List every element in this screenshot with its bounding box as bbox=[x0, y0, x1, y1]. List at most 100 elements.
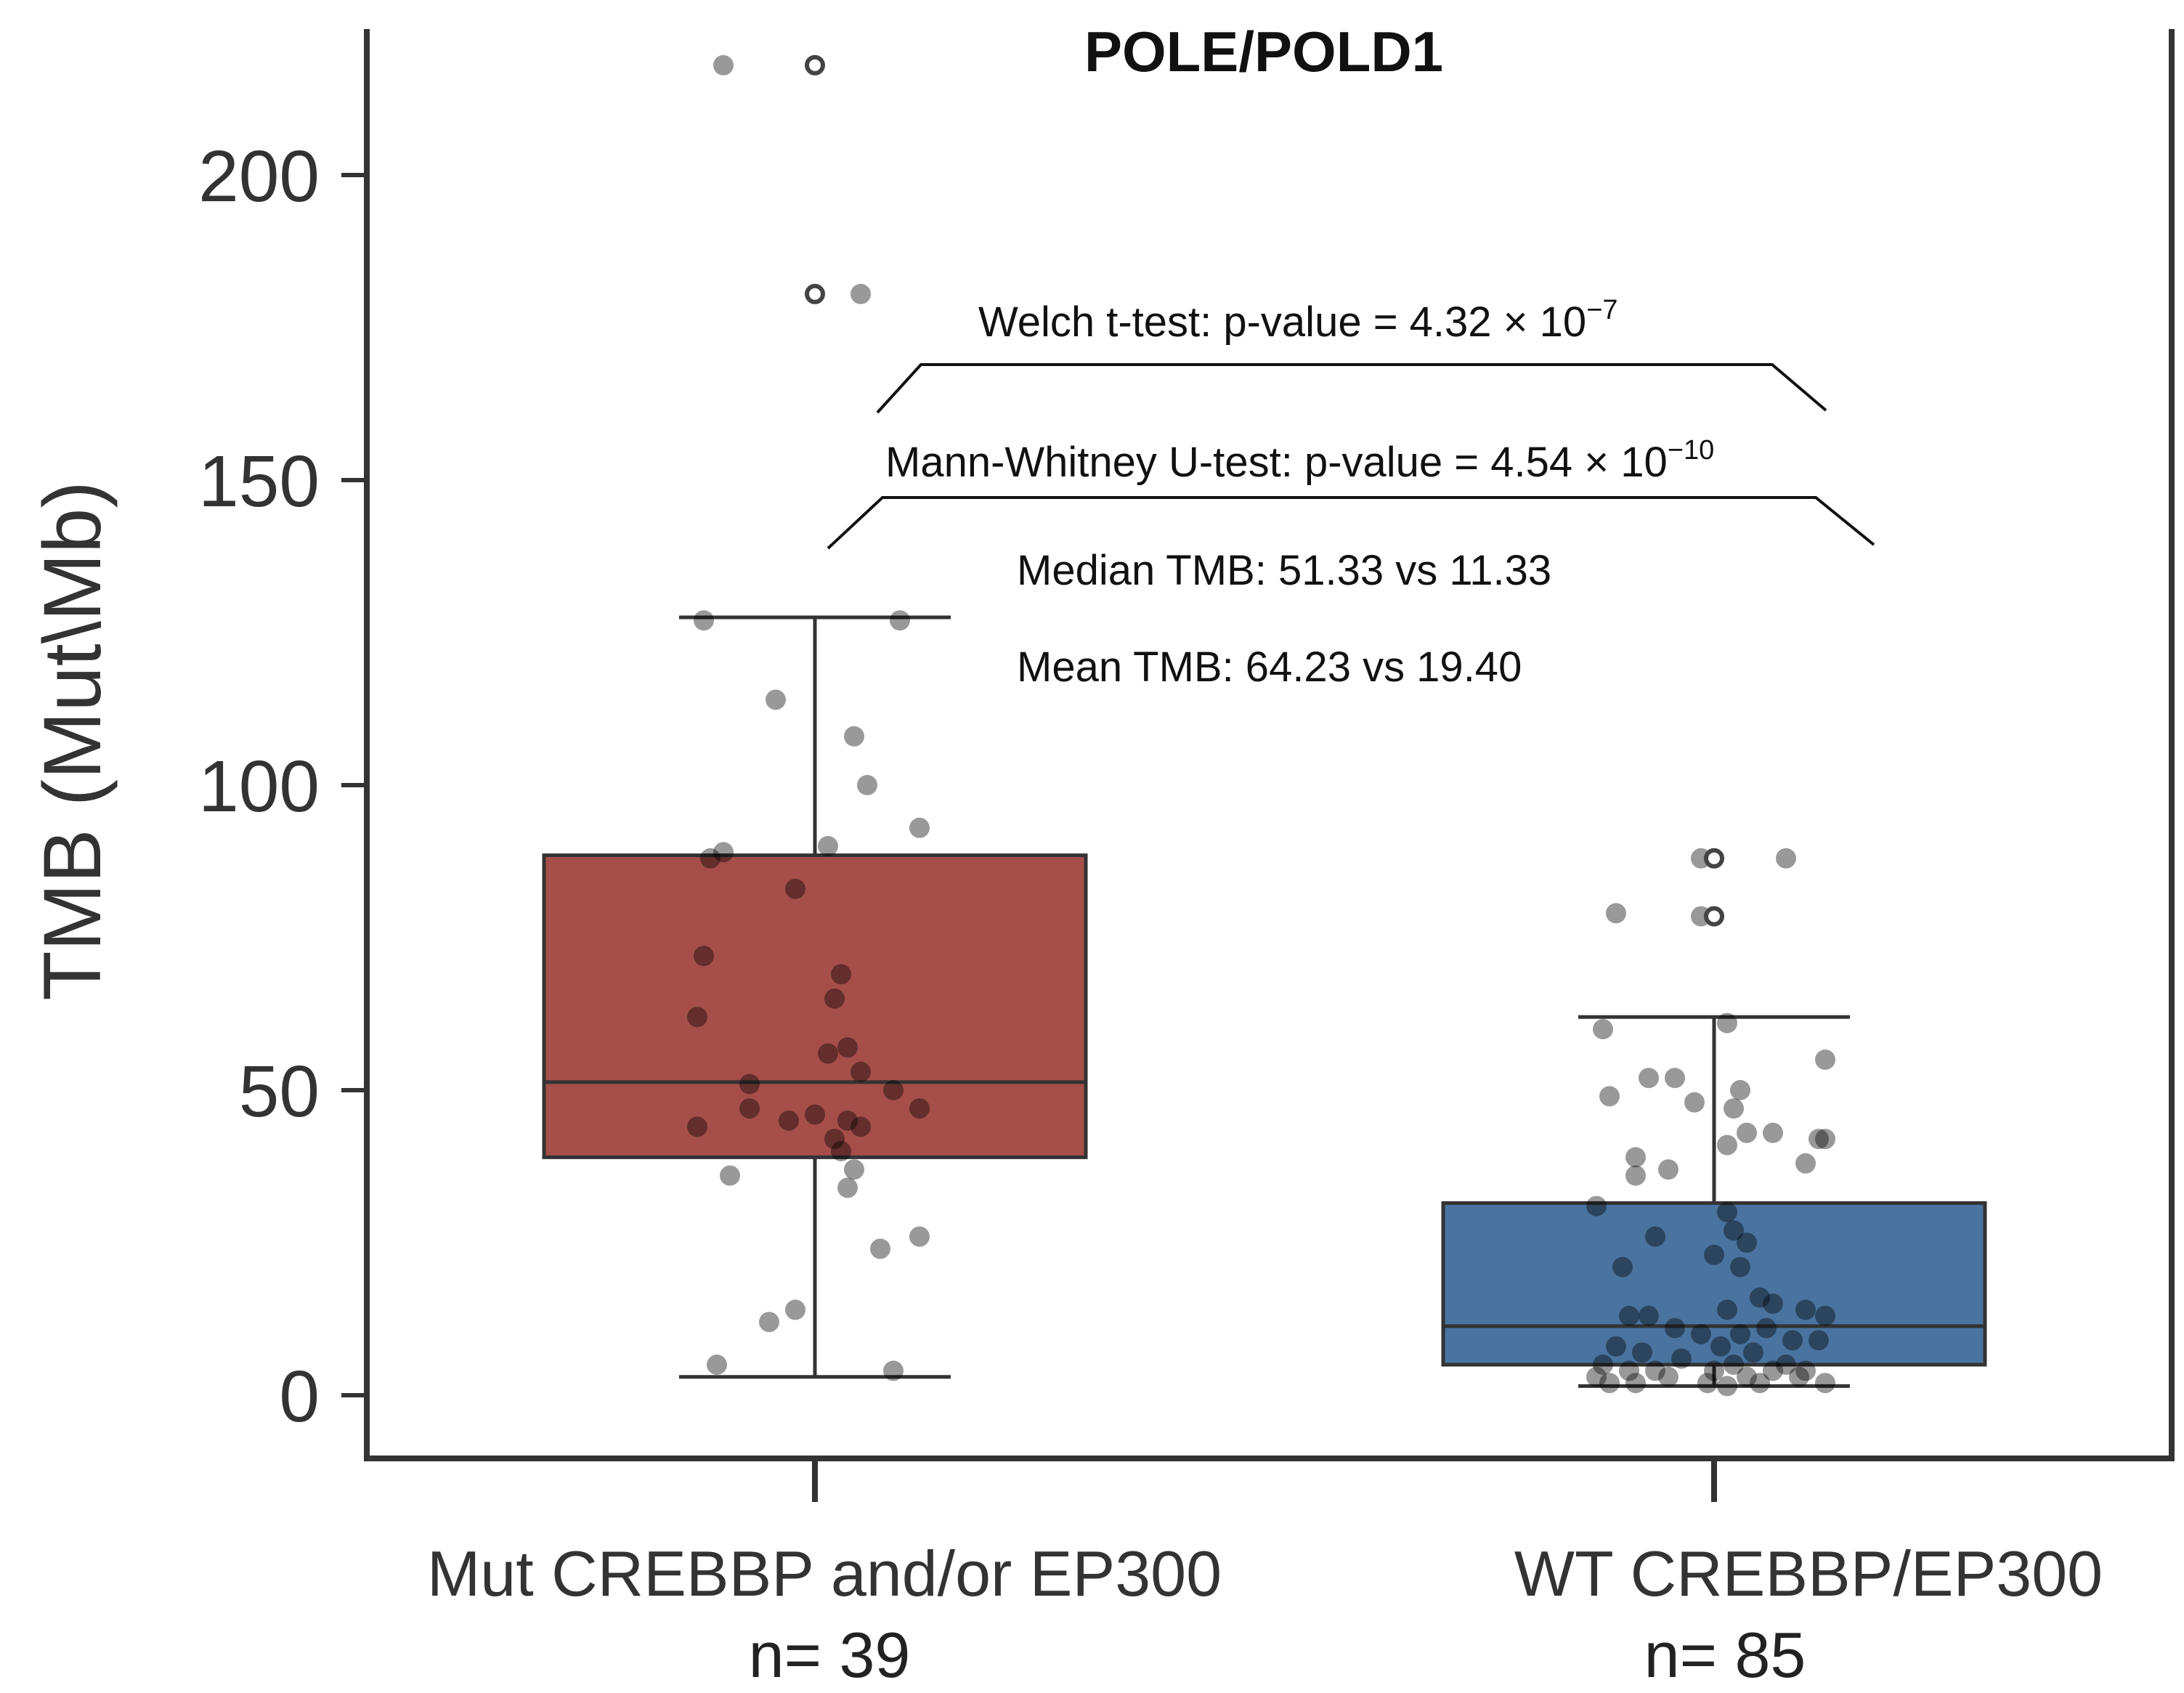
iqr-box bbox=[542, 853, 1088, 1159]
data-point bbox=[909, 817, 930, 838]
chart-title: POLE/POLD1 bbox=[1084, 20, 1443, 84]
count-label-mut: n= 39 bbox=[749, 1619, 911, 1691]
data-point bbox=[1730, 1080, 1750, 1100]
y-tick-label: 50 bbox=[239, 1051, 320, 1132]
data-point bbox=[818, 1043, 838, 1064]
data-point bbox=[1795, 1153, 1816, 1174]
data-point bbox=[1665, 1068, 1685, 1089]
y-tick-label: 200 bbox=[198, 136, 320, 217]
data-point bbox=[870, 1238, 890, 1259]
data-point bbox=[1704, 1244, 1724, 1265]
data-point bbox=[1750, 1373, 1770, 1394]
data-point bbox=[1724, 1355, 1744, 1375]
ticks-layer: 0 50 100 150 200 bbox=[198, 136, 1717, 1502]
data-point bbox=[851, 1061, 871, 1082]
data-point bbox=[1763, 1122, 1783, 1143]
data-point bbox=[909, 1098, 930, 1119]
data-point bbox=[1625, 1147, 1646, 1168]
data-point bbox=[844, 1159, 864, 1180]
data-point bbox=[759, 1312, 779, 1333]
data-point bbox=[831, 964, 851, 985]
data-point bbox=[1658, 1366, 1678, 1387]
data-point bbox=[785, 1299, 805, 1320]
boxes-layer bbox=[542, 615, 1987, 1388]
data-point bbox=[1612, 1256, 1633, 1278]
data-point bbox=[1776, 848, 1796, 869]
data-point bbox=[1717, 1202, 1737, 1222]
data-point bbox=[1639, 1305, 1659, 1326]
data-point bbox=[1763, 1294, 1783, 1314]
data-point bbox=[1724, 1220, 1744, 1241]
data-point bbox=[837, 1037, 858, 1058]
data-point bbox=[851, 1116, 871, 1137]
data-point bbox=[1606, 1336, 1626, 1357]
data-point bbox=[883, 1360, 904, 1381]
data-point bbox=[1763, 1360, 1783, 1381]
data-point bbox=[1632, 1342, 1652, 1363]
x-tick-label-wt: WT CREBBP/EP300 bbox=[1514, 1538, 2103, 1609]
iqr-box bbox=[1441, 1201, 1987, 1367]
data-point bbox=[1586, 1195, 1607, 1217]
data-point bbox=[687, 1116, 707, 1137]
outlier-marker bbox=[805, 283, 825, 304]
y-axis-label: TMB (Mut\Mb) bbox=[27, 481, 118, 1001]
outlier-marker bbox=[805, 54, 825, 76]
data-point bbox=[1684, 1092, 1705, 1113]
data-point bbox=[1750, 1287, 1770, 1308]
data-point bbox=[1782, 1330, 1803, 1351]
mann-whitney-bracket bbox=[827, 496, 1875, 550]
data-point bbox=[1815, 1050, 1835, 1070]
data-point bbox=[720, 1165, 740, 1186]
data-point bbox=[1737, 1366, 1757, 1387]
data-point bbox=[1756, 1318, 1777, 1339]
data-point bbox=[1717, 1134, 1737, 1156]
data-point bbox=[713, 54, 734, 76]
data-point bbox=[1619, 1305, 1639, 1326]
data-point bbox=[1645, 1226, 1665, 1247]
data-point bbox=[1593, 1355, 1613, 1375]
data-point bbox=[1717, 1012, 1737, 1034]
y-tick-label: 0 bbox=[279, 1356, 320, 1437]
welch-bracket bbox=[876, 363, 1827, 414]
outlier-marker bbox=[1704, 906, 1724, 927]
data-point bbox=[805, 1104, 825, 1125]
data-point bbox=[837, 1111, 858, 1131]
data-point bbox=[837, 1177, 858, 1198]
data-point bbox=[1599, 1086, 1620, 1107]
data-point bbox=[831, 1141, 851, 1161]
data-point bbox=[707, 1355, 727, 1375]
data-point bbox=[1625, 1165, 1646, 1186]
data-point bbox=[1737, 1233, 1757, 1253]
data-point bbox=[1697, 1373, 1718, 1394]
data-point bbox=[694, 610, 714, 631]
data-point bbox=[766, 689, 786, 710]
y-tick-label: 150 bbox=[198, 441, 320, 522]
count-label-wt: n= 85 bbox=[1644, 1619, 1806, 1691]
data-point bbox=[1776, 1355, 1796, 1375]
data-point bbox=[909, 1226, 930, 1247]
data-point bbox=[1743, 1342, 1763, 1363]
mean-tmb-label: Mean TMB: 64.23 vs 19.40 bbox=[1017, 643, 1522, 691]
data-point bbox=[1795, 1360, 1816, 1381]
data-point bbox=[1586, 1366, 1607, 1387]
data-point bbox=[1789, 1366, 1809, 1387]
data-point bbox=[1639, 1068, 1659, 1089]
data-point bbox=[1809, 1330, 1829, 1351]
outlier-marker bbox=[1704, 848, 1724, 869]
x-tick-label-mut: Mut CREBBP and/or EP300 bbox=[427, 1538, 1222, 1609]
data-point bbox=[890, 610, 910, 631]
data-point bbox=[824, 1129, 845, 1150]
data-point bbox=[1710, 1336, 1731, 1357]
data-point bbox=[851, 283, 871, 304]
data-point bbox=[1730, 1324, 1750, 1344]
data-point bbox=[1606, 903, 1626, 924]
data-point bbox=[779, 1111, 799, 1131]
data-point bbox=[1625, 1373, 1646, 1394]
data-point bbox=[1665, 1318, 1685, 1339]
mann-whitney-test-label: Mann-Whitney U-test: p-value = 4.54 × 10… bbox=[885, 435, 1714, 486]
data-point bbox=[1671, 1348, 1692, 1369]
data-point bbox=[1704, 1360, 1724, 1381]
data-point bbox=[1815, 1373, 1835, 1394]
plot-frame bbox=[364, 29, 2175, 1461]
data-point bbox=[818, 836, 838, 856]
